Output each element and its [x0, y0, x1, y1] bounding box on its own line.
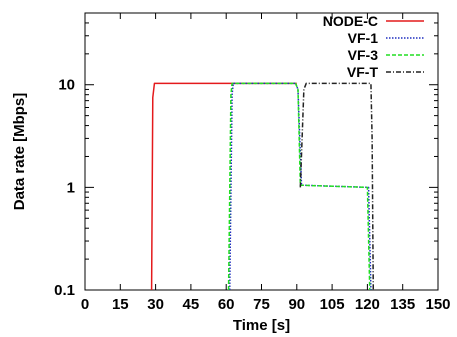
x-tick-label: 105 — [320, 296, 345, 313]
y-axis-title: Data rate [Mbps] — [11, 93, 28, 211]
legend-label-vf-3: VF-3 — [348, 47, 379, 63]
legend: NODE-CVF-1VF-3VF-T — [323, 13, 424, 80]
y-tick-label: 0.1 — [54, 282, 75, 299]
x-tick-label: 90 — [288, 296, 305, 313]
legend-label-vf-t: VF-T — [347, 64, 379, 80]
series-line-node-c — [150, 82, 297, 291]
x-tick-label: 150 — [425, 296, 450, 313]
x-tick-label: 30 — [147, 296, 164, 313]
x-tick-label: 60 — [218, 296, 235, 313]
legend-label-node-c: NODE-C — [323, 13, 378, 29]
x-tick-label: 15 — [112, 296, 129, 313]
x-tick-label: 0 — [81, 296, 89, 313]
x-tick-label: 45 — [183, 296, 200, 313]
legend-label-vf-1: VF-1 — [348, 30, 379, 46]
y-tick-label: 1 — [67, 179, 75, 196]
plot-frame — [84, 12, 439, 291]
y-tick-label: 10 — [58, 77, 75, 94]
x-tick-label: 75 — [253, 296, 270, 313]
x-tick-label: 120 — [355, 296, 380, 313]
x-tick-label: 135 — [390, 296, 415, 313]
series-line-vf-3 — [227, 82, 371, 291]
series-line-vf-t — [299, 82, 375, 291]
x-axis-title: Time [s] — [233, 317, 290, 334]
